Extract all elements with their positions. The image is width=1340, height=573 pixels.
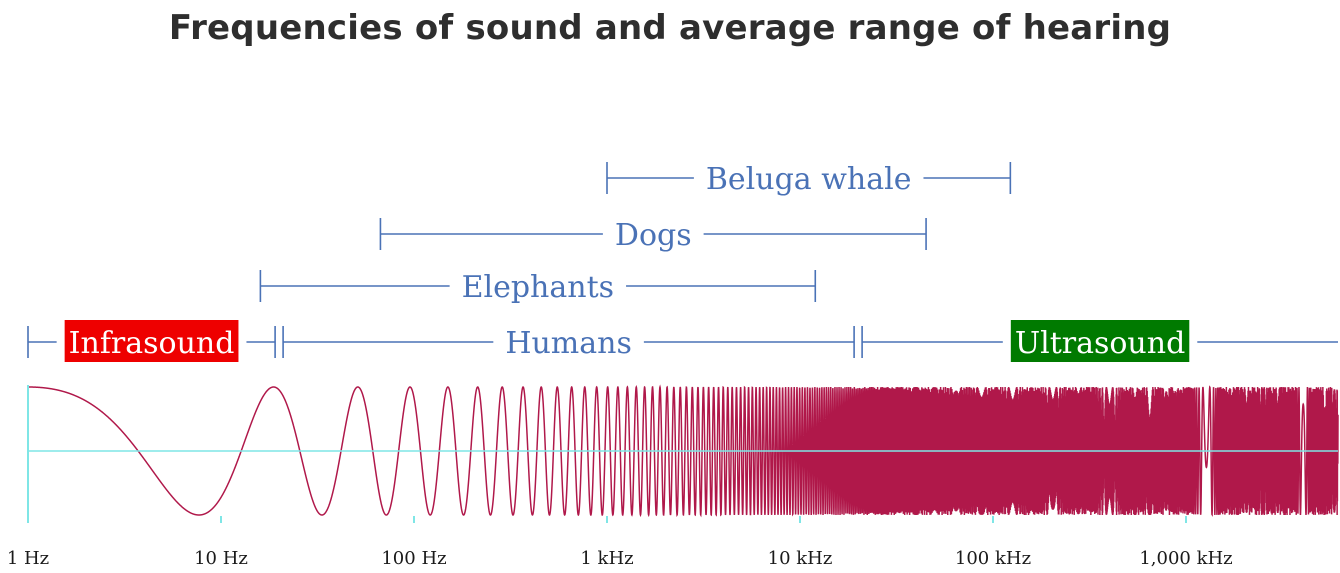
tick-label: 10 Hz	[194, 548, 248, 569]
humans-range: Humans	[282, 326, 855, 361]
beluga-whale-range: Beluga whale	[606, 162, 1012, 197]
ultrasound-region-badge	[1010, 320, 1190, 362]
beluga-whale-range-label: Beluga whale	[706, 162, 912, 197]
dogs-range: Dogs	[379, 218, 927, 253]
wave-path	[28, 384, 1339, 518]
sound-regions: Infrasound Ultrasound	[27, 320, 1338, 362]
tick-label: 100 kHz	[955, 548, 1031, 569]
ultrasound-region-label: Ultrasound	[1015, 326, 1185, 361]
tick-label: 10 kHz	[768, 548, 833, 569]
frequency-axis: 1 Hz 10 Hz 100 Hz 1 kHz 10 kHz 100 kHz 1,000 k…	[7, 385, 1338, 569]
elephants-range: Elephants	[259, 270, 817, 305]
tick-label: 1,000 kHz	[1139, 548, 1232, 569]
humans-range-label: Humans	[505, 326, 632, 361]
tick-label: 1 kHz	[580, 548, 633, 569]
elephants-range-label: Elephants	[462, 270, 614, 305]
ultrasound-region: Ultrasound	[861, 320, 1338, 362]
tick-label: 1 Hz	[7, 548, 49, 569]
page-title: Frequencies of sound and average range o…	[168, 8, 1172, 48]
infrasound-region-label: Infrasound	[69, 326, 235, 361]
infrasound-region: Infrasound	[27, 320, 276, 362]
tick-label: 100 Hz	[381, 548, 446, 569]
infrasound-region-badge	[64, 320, 239, 362]
sound-wave	[28, 384, 1339, 518]
dogs-range-label: Dogs	[615, 218, 692, 253]
